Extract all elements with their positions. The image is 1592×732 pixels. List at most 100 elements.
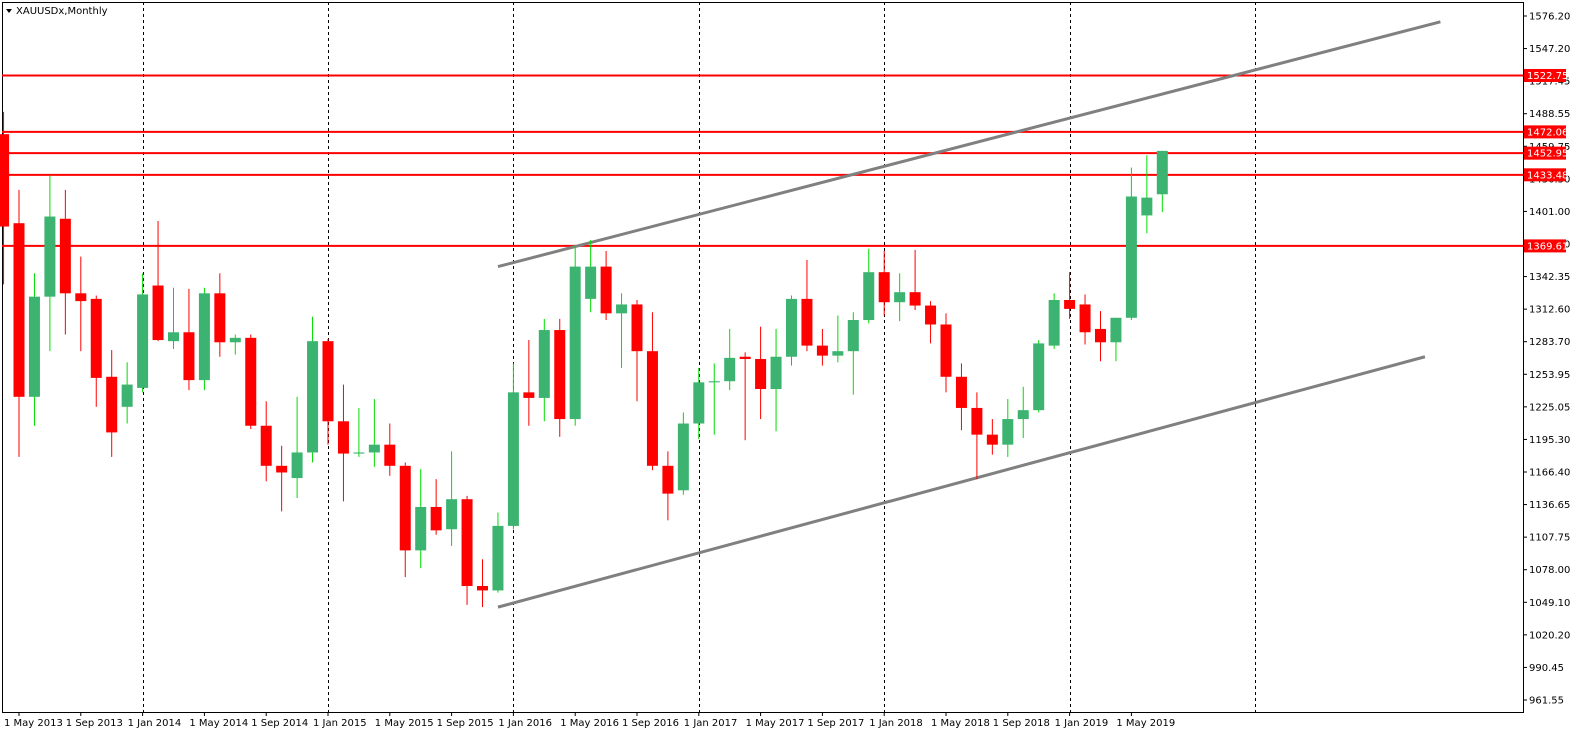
bearish-candle[interactable] — [554, 318, 566, 437]
bullish-candle[interactable] — [446, 451, 458, 546]
candle-body — [739, 356, 751, 359]
bearish-candle[interactable] — [399, 462, 411, 578]
bullish-candle[interactable] — [137, 273, 149, 393]
bearish-candle[interactable] — [337, 384, 349, 502]
bearish-candle[interactable] — [384, 423, 396, 476]
bearish-candle[interactable] — [631, 299, 643, 402]
y-axis-tick-label: 1136.65 — [1529, 500, 1570, 511]
bearish-candle[interactable] — [739, 352, 751, 441]
bullish-candle[interactable] — [1017, 386, 1029, 438]
bearish-candle[interactable] — [90, 295, 102, 407]
bullish-candle[interactable] — [770, 328, 782, 432]
bearish-candle[interactable] — [878, 251, 890, 316]
bullish-candle[interactable] — [1125, 167, 1137, 321]
y-axis-tick-label: 1166.40 — [1529, 468, 1570, 479]
level-value-badge — [1524, 146, 1566, 160]
bullish-candle[interactable] — [832, 315, 844, 363]
bullish-candle[interactable] — [616, 293, 628, 368]
trend-line[interactable] — [497, 20, 1441, 269]
bearish-candle[interactable] — [152, 220, 164, 342]
bullish-candle[interactable] — [492, 512, 504, 593]
candle-body — [523, 392, 535, 398]
candle-body — [28, 296, 40, 397]
bearish-candle[interactable] — [925, 301, 937, 344]
candle-body — [786, 298, 797, 357]
bullish-candle[interactable] — [538, 318, 550, 422]
bearish-candle[interactable] — [75, 256, 87, 352]
bearish-candle[interactable] — [801, 259, 813, 352]
bullish-candle[interactable] — [368, 399, 380, 467]
bearish-candle[interactable] — [955, 363, 967, 431]
bullish-candle[interactable] — [28, 273, 40, 426]
bullish-candle[interactable] — [847, 312, 859, 395]
bearish-candle[interactable] — [106, 350, 118, 457]
bearish-candle[interactable] — [13, 189, 25, 457]
bullish-candle[interactable] — [1110, 317, 1122, 362]
candle-body — [152, 285, 164, 341]
bearish-candle[interactable] — [1079, 294, 1091, 345]
bullish-candle[interactable] — [229, 334, 241, 355]
bearish-candle[interactable] — [322, 338, 334, 445]
bullish-candle[interactable] — [724, 328, 736, 391]
bullish-candle[interactable] — [786, 295, 797, 366]
bearish-candle[interactable] — [909, 249, 921, 311]
bearish-candle[interactable] — [600, 251, 612, 321]
candle-body — [198, 293, 210, 381]
bearish-candle[interactable] — [276, 445, 288, 512]
bullish-candle[interactable] — [585, 239, 597, 313]
bearish-candle[interactable] — [477, 559, 488, 608]
bullish-candle[interactable] — [569, 245, 581, 426]
bullish-candle[interactable] — [863, 248, 875, 324]
bullish-candle[interactable] — [1141, 155, 1153, 234]
candle-body — [183, 332, 195, 381]
trend-line[interactable] — [497, 355, 1426, 609]
bullish-candle[interactable] — [708, 363, 720, 435]
candle-body — [307, 341, 319, 453]
bearish-candle[interactable] — [755, 326, 767, 420]
bullish-candle[interactable] — [1033, 340, 1045, 413]
bullish-candle[interactable] — [415, 469, 427, 569]
candle-body — [322, 341, 334, 422]
bearish-candle[interactable] — [986, 419, 998, 455]
bearish-candle[interactable] — [430, 479, 442, 535]
y-axis-tick-label: 1020.20 — [1529, 630, 1570, 641]
bullish-candle[interactable] — [121, 362, 133, 424]
bullish-candle[interactable] — [353, 407, 365, 457]
bearish-candle[interactable] — [940, 313, 952, 393]
bearish-candle[interactable] — [1064, 272, 1076, 319]
bullish-candle[interactable] — [168, 287, 179, 349]
candle-body — [384, 444, 396, 466]
x-axis-tick-label: 1 Jan 2016 — [498, 718, 552, 729]
bearish-candle[interactable] — [662, 451, 674, 521]
bullish-candle[interactable] — [894, 273, 906, 322]
bullish-candle[interactable] — [291, 396, 303, 499]
bearish-candle[interactable] — [816, 328, 828, 366]
bullish-candle[interactable] — [677, 412, 689, 495]
bearish-candle[interactable] — [214, 273, 226, 357]
bearish-candle[interactable] — [260, 401, 272, 482]
bearish-candle[interactable] — [971, 392, 983, 480]
symbol-dropdown-icon[interactable] — [6, 9, 12, 13]
candle-body — [940, 324, 952, 377]
bearish-candle[interactable] — [523, 340, 535, 426]
bullish-candle[interactable] — [44, 175, 56, 352]
candle-body — [59, 218, 71, 294]
bearish-candle[interactable] — [245, 334, 257, 430]
bullish-candle[interactable] — [1048, 293, 1060, 349]
bearish-candle[interactable] — [646, 312, 658, 471]
bullish-candle[interactable] — [307, 316, 319, 463]
bearish-candle[interactable] — [183, 288, 195, 391]
bullish-candle[interactable] — [693, 367, 705, 440]
bullish-candle[interactable] — [1002, 399, 1014, 457]
level-value-label: 1452.95 — [1527, 149, 1568, 160]
bullish-candle[interactable] — [198, 287, 210, 391]
bearish-candle[interactable] — [0, 111, 10, 285]
x-axis-tick-label: 1 May 2014 — [189, 718, 248, 729]
candle-body — [1156, 150, 1168, 195]
bearish-candle[interactable] — [461, 495, 473, 605]
bullish-candle[interactable] — [1156, 150, 1168, 213]
bullish-candle[interactable] — [507, 363, 519, 530]
bearish-candle[interactable] — [1095, 311, 1106, 362]
bearish-candle[interactable] — [59, 189, 71, 335]
